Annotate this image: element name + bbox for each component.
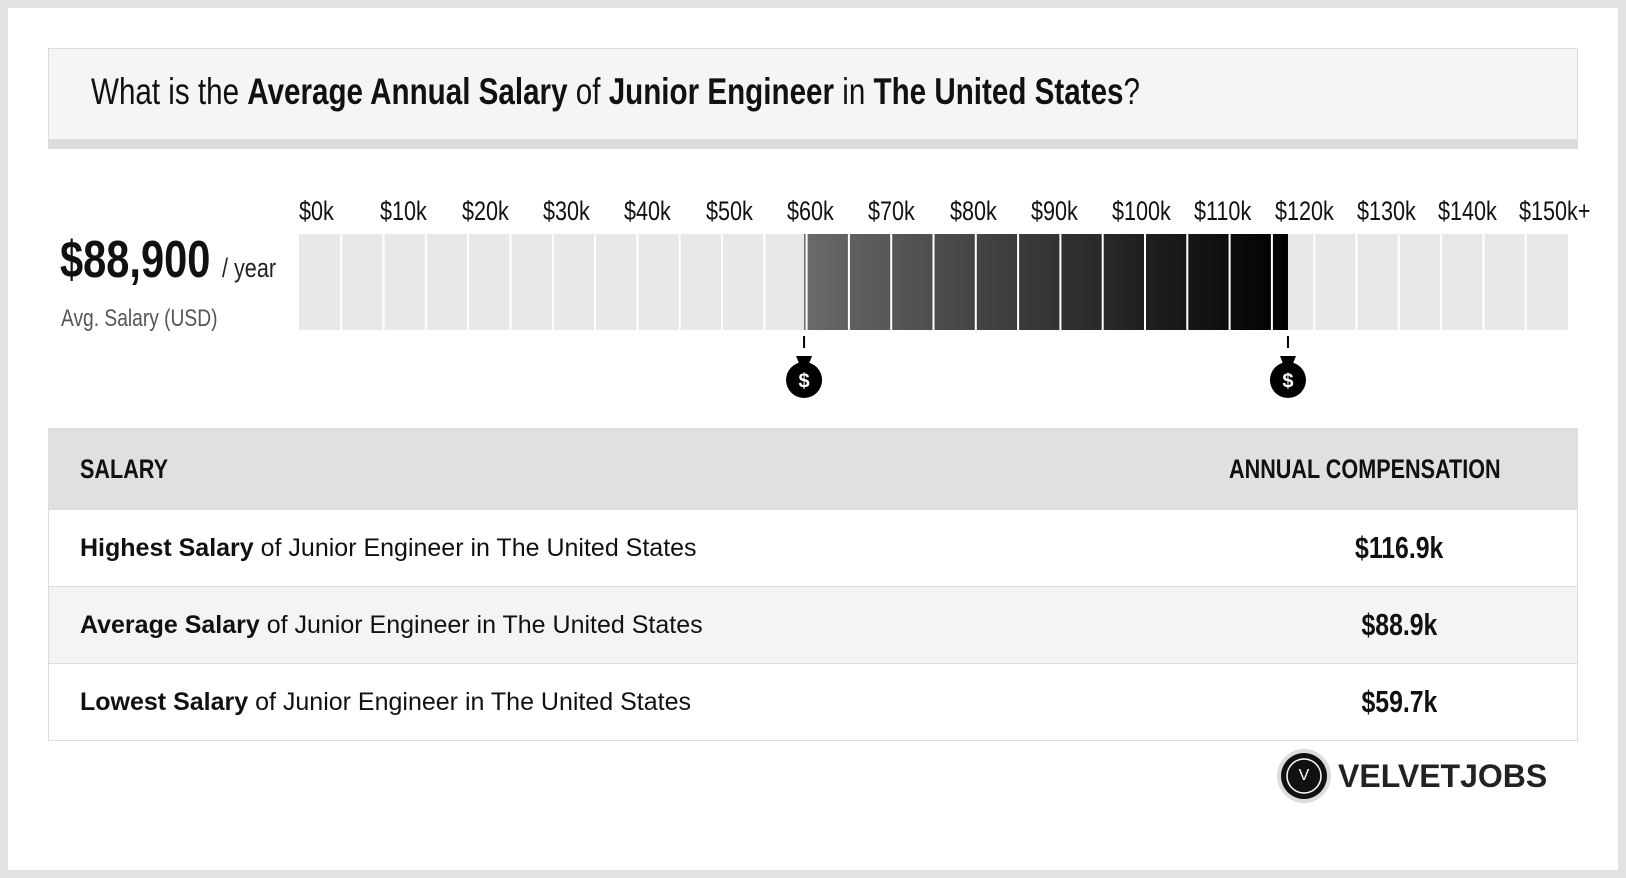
tick-text: $50k bbox=[705, 196, 753, 226]
tick-label: $130k bbox=[1357, 196, 1431, 227]
avg-amount-text: $88,900 bbox=[60, 231, 211, 289]
row-value: $88.9k bbox=[1279, 587, 1519, 663]
row-label: Average Salary of Junior Engineer in The… bbox=[80, 587, 703, 663]
header-cell: SALARY bbox=[80, 429, 190, 509]
header-text: ANNUAL COMPENSATION bbox=[1229, 454, 1501, 484]
table-row: Lowest Salary of Junior Engineer in The … bbox=[49, 663, 1577, 740]
title-part: Junior Engineer bbox=[608, 71, 835, 112]
tick-text: $20k bbox=[461, 196, 509, 226]
tick-label: $140k bbox=[1438, 196, 1512, 227]
row-label-bold: Highest Salary bbox=[80, 534, 254, 562]
tick-text: $80k bbox=[949, 196, 997, 226]
logo-mark bbox=[1277, 749, 1331, 803]
title-box: What is the Average Annual Salary of Jun… bbox=[48, 48, 1578, 139]
tick-label: $40k bbox=[624, 196, 683, 227]
row-value: $59.7k bbox=[1279, 664, 1519, 740]
header-text: SALARY bbox=[80, 454, 169, 484]
tick-text: $100k bbox=[1112, 196, 1172, 226]
table-row: Average Salary of Junior Engineer in The… bbox=[49, 586, 1577, 663]
row-label-bold: Average Salary bbox=[80, 611, 260, 639]
money-bag bbox=[786, 356, 823, 398]
row-label-rest: of Junior Engineer in The United States bbox=[253, 534, 697, 562]
salary-table: SALARY ANNUAL COMPENSATION Highest Salar… bbox=[48, 428, 1578, 741]
row-label-bold: Lowest Salary bbox=[80, 688, 249, 716]
money-bag bbox=[1269, 356, 1306, 398]
caption: Avg. Salary (USD) bbox=[61, 305, 257, 333]
unit: / year bbox=[222, 253, 290, 284]
title-part: The United States bbox=[873, 71, 1124, 112]
row-value-text: $59.7k bbox=[1361, 684, 1437, 719]
tick-text: $0k bbox=[299, 196, 334, 226]
row-label-rest: of Junior Engineer in The United States bbox=[248, 688, 691, 716]
tick-text: $130k bbox=[1356, 196, 1416, 226]
header-cell: ANNUAL COMPENSATION bbox=[1229, 429, 1569, 509]
table-header: SALARY ANNUAL COMPENSATION bbox=[49, 429, 1577, 509]
tick-label: $10k bbox=[380, 196, 439, 227]
row-value: $116.9k bbox=[1279, 510, 1519, 586]
tick-label: $60k bbox=[787, 196, 846, 227]
tick-label: $20k bbox=[462, 196, 521, 227]
tick-text: $90k bbox=[1031, 196, 1078, 226]
tick-text: $10k bbox=[380, 196, 428, 226]
tick-label: $50k bbox=[706, 196, 765, 227]
row-value-text: $88.9k bbox=[1361, 607, 1437, 642]
tick-label: $30k bbox=[543, 196, 602, 227]
row-value-text: $116.9k bbox=[1354, 530, 1444, 565]
title-part: in bbox=[834, 71, 874, 112]
tick-text: $70k bbox=[868, 196, 916, 226]
tick-label: $100k bbox=[1112, 196, 1186, 227]
tick-text: $30k bbox=[543, 196, 590, 226]
tick-label: $80k bbox=[950, 196, 1009, 227]
caption-text: Avg. Salary (USD) bbox=[61, 305, 218, 332]
tick-label: $70k bbox=[868, 196, 927, 227]
avg-amount: $88,900 bbox=[60, 230, 248, 290]
tick-label: $150k+ bbox=[1519, 196, 1608, 227]
unit-text: / year bbox=[222, 253, 277, 283]
title-part: Average Annual Salary bbox=[247, 71, 568, 112]
range-chart: $ bbox=[299, 234, 1568, 398]
title-underbar bbox=[48, 139, 1578, 149]
tick-text: $60k bbox=[787, 196, 834, 226]
logo: V VELVETJOBS bbox=[1276, 748, 1576, 804]
title-part: ? bbox=[1123, 71, 1140, 112]
logo-letter: V bbox=[1298, 767, 1310, 784]
salary-range bbox=[804, 234, 1288, 330]
tick-text: $120k bbox=[1275, 196, 1335, 226]
tick-text: $140k bbox=[1437, 196, 1497, 226]
tick-label: $90k bbox=[1031, 196, 1090, 227]
table-row: Highest Salary of Junior Engineer in The… bbox=[49, 509, 1577, 586]
tick-text: $40k bbox=[624, 196, 672, 226]
title: What is the Average Annual Salary of Jun… bbox=[91, 71, 1402, 113]
row-label: Lowest Salary of Junior Engineer in The … bbox=[80, 664, 691, 740]
tick-label: $0k bbox=[299, 196, 343, 227]
logo-name: VELVETJOBS bbox=[1338, 758, 1548, 794]
card: What is the Average Annual Salary of Jun… bbox=[8, 8, 1618, 870]
row-label-rest: of Junior Engineer in The United States bbox=[259, 611, 703, 639]
title-part: What is the bbox=[91, 71, 248, 112]
title-text: What is the Average Annual Salary of Jun… bbox=[91, 71, 1140, 113]
row-label: Highest Salary of Junior Engineer in The… bbox=[80, 510, 697, 586]
tick-label: $110k bbox=[1194, 196, 1266, 227]
tick-text: $150k+ bbox=[1519, 196, 1591, 226]
title-part: of bbox=[567, 71, 609, 112]
tick-text: $110k bbox=[1193, 196, 1252, 226]
tick-label: $120k bbox=[1275, 196, 1349, 227]
